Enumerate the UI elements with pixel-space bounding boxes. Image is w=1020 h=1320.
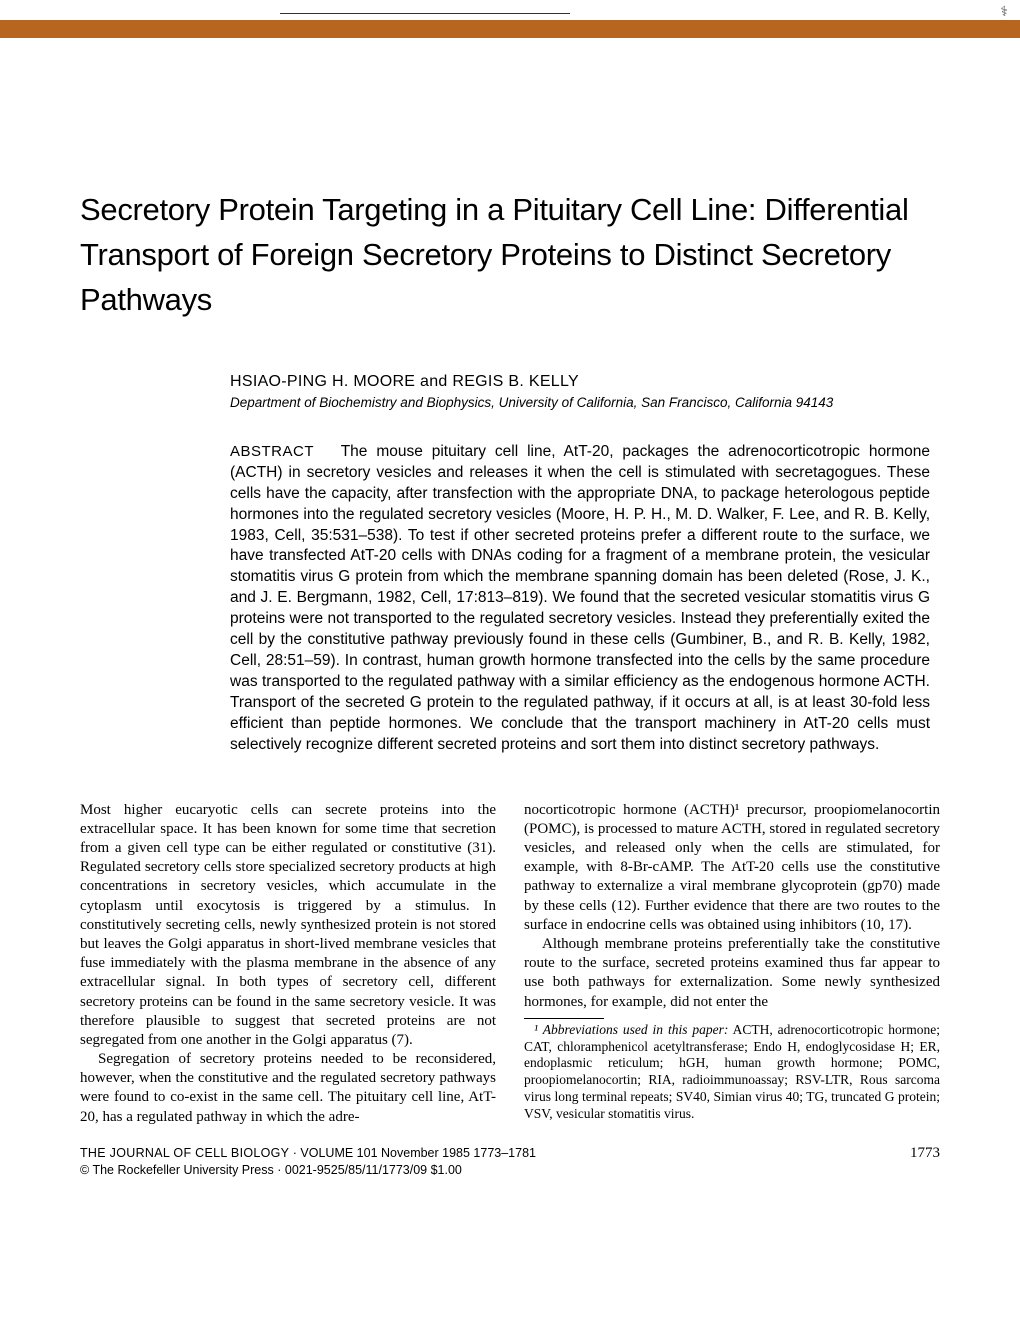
- citation-details: · VOLUME 101 November 1985 1773–1781: [289, 1146, 536, 1160]
- footnote-label: ¹ Abbreviations used in this paper:: [534, 1022, 728, 1037]
- citation-text: THE JOURNAL OF CELL BIOLOGY · VOLUME 101…: [80, 1145, 536, 1179]
- authors-block: HSIAO-PING H. MOORE and REGIS B. KELLY D…: [230, 373, 940, 410]
- body-paragraph: Segregation of secretory proteins needed…: [80, 1050, 496, 1127]
- right-column: nocorticotropic hormone (ACTH)¹ precurso…: [524, 801, 940, 1127]
- body-columns: Most higher eucaryotic cells can secrete…: [80, 801, 940, 1127]
- abstract-block: ABSTRACT The mouse pituitary cell line, …: [230, 442, 930, 756]
- left-column: Most higher eucaryotic cells can secrete…: [80, 801, 496, 1127]
- accent-bar: [0, 20, 1020, 38]
- body-paragraph: nocorticotropic hormone (ACTH)¹ precurso…: [524, 801, 940, 935]
- footnote-rule: [524, 1018, 604, 1019]
- citation-footer: THE JOURNAL OF CELL BIOLOGY · VOLUME 101…: [80, 1145, 940, 1179]
- header-rule: [280, 0, 570, 14]
- article-title: Secretory Protein Targeting in a Pituita…: [80, 188, 940, 323]
- body-paragraph: Most higher eucaryotic cells can secrete…: [80, 801, 496, 1050]
- page-number: 1773: [910, 1145, 940, 1162]
- page-content: Secretory Protein Targeting in a Pituita…: [0, 38, 1020, 1219]
- abstract-body: The mouse pituitary cell line, AtT-20, p…: [230, 443, 930, 753]
- journal-name: THE JOURNAL OF CELL BIOLOGY: [80, 1146, 289, 1160]
- abstract-label: ABSTRACT: [230, 443, 314, 460]
- footnote: ¹ Abbreviations used in this paper: ACTH…: [524, 1022, 940, 1123]
- journal-logo-icon: ⚕: [1000, 4, 1008, 21]
- copyright-line: © The Rockefeller University Press · 002…: [80, 1163, 462, 1177]
- author-affiliation: Department of Biochemistry and Biophysic…: [230, 395, 940, 410]
- author-names: HSIAO-PING H. MOORE and REGIS B. KELLY: [230, 373, 940, 391]
- body-paragraph: Although membrane proteins preferentiall…: [524, 935, 940, 1012]
